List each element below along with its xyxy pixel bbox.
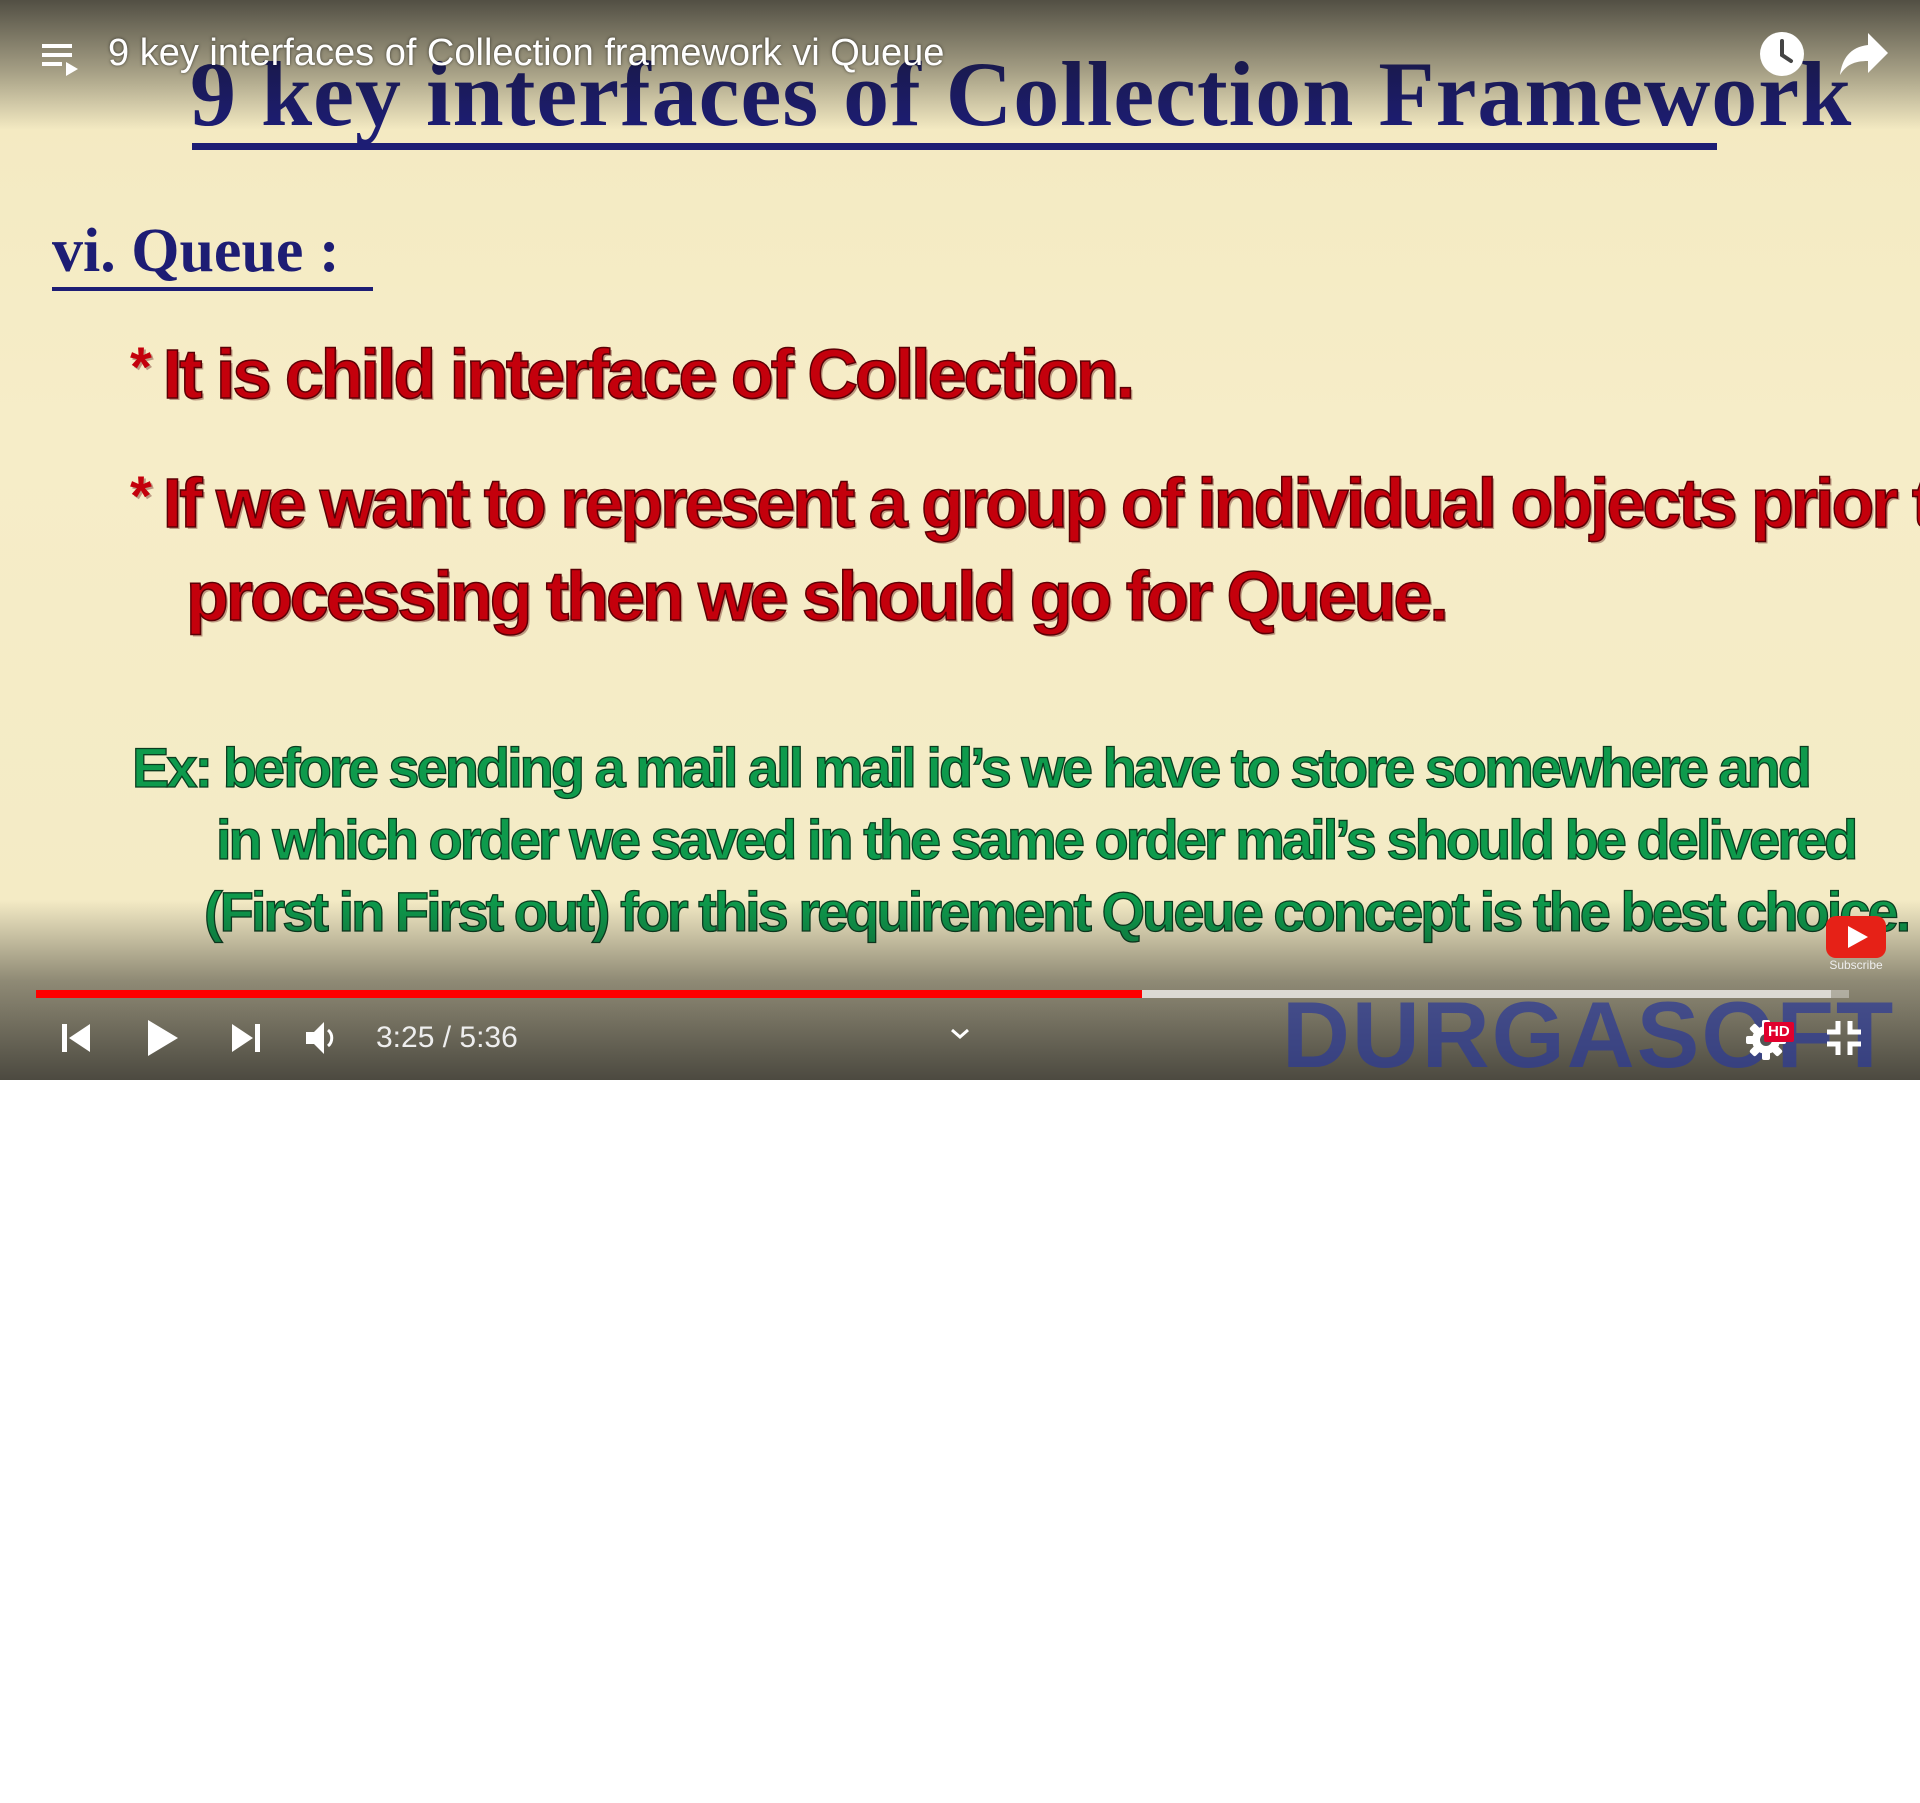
- previous-button[interactable]: [54, 1014, 98, 1062]
- video-title[interactable]: 9 key interfaces of Collection framework…: [108, 32, 945, 74]
- playlist-button[interactable]: [36, 34, 84, 82]
- progress-bar[interactable]: [36, 990, 1849, 998]
- slide-title-underline: [192, 143, 1717, 150]
- skip-next-icon: [232, 1024, 260, 1052]
- bullet-marker: *: [130, 335, 152, 398]
- playlist-icon: [42, 44, 78, 76]
- youtube-subscribe-icon: [1826, 916, 1886, 958]
- section-heading-underline: [52, 287, 373, 291]
- time-separator: /: [434, 1021, 460, 1054]
- chapters-button[interactable]: [944, 1018, 976, 1050]
- subscribe-label: Subscribe: [1829, 958, 1883, 972]
- video-player[interactable]: 9 key interfaces of Collection Framework…: [0, 0, 1920, 1080]
- bullet-text: If we want to represent a group of indiv…: [162, 463, 1920, 543]
- bullet-point-1: * It is child interface of Collection.: [130, 334, 1136, 414]
- brand-watermark: DURGASOFT: [1282, 982, 1896, 1081]
- section-heading: vi. Queue :: [52, 217, 340, 285]
- exit-fullscreen-icon: [1827, 1021, 1861, 1055]
- time-display: 3:25 / 5:36: [376, 1018, 518, 1058]
- share-button[interactable]: [1836, 28, 1892, 80]
- bullet-point-2: * If we want to represent a group of indi…: [130, 463, 1920, 543]
- duration: 5:36: [459, 1021, 518, 1054]
- play-button[interactable]: [138, 1012, 186, 1064]
- play-icon: [148, 1020, 178, 1056]
- top-overlay-gradient: [0, 0, 1920, 130]
- skip-previous-icon: [62, 1024, 90, 1052]
- share-arrow-icon: [1840, 33, 1888, 75]
- volume-icon: [306, 1022, 334, 1054]
- exit-fullscreen-button[interactable]: [1820, 1014, 1868, 1062]
- bullet-marker: *: [130, 464, 152, 527]
- clock-icon: [1760, 32, 1804, 76]
- chevron-down-icon: [951, 1028, 969, 1039]
- example-line-1: Ex: before sending a mail all mail id’s …: [131, 735, 1812, 799]
- progress-played: [36, 990, 1142, 998]
- example-line-2: in which order we saved in the same orde…: [215, 807, 1859, 871]
- current-time: 3:25: [376, 1021, 435, 1054]
- subscribe-watermark[interactable]: [1824, 914, 1888, 974]
- bullet-point-2-continuation: processing then we should go for Queue.: [185, 556, 1449, 636]
- hd-badge: HD: [1764, 1022, 1794, 1042]
- bullet-text: It is child interface of Collection.: [162, 334, 1136, 414]
- volume-button[interactable]: [298, 1012, 346, 1064]
- next-button[interactable]: [224, 1014, 268, 1062]
- watch-later-button[interactable]: [1756, 28, 1808, 80]
